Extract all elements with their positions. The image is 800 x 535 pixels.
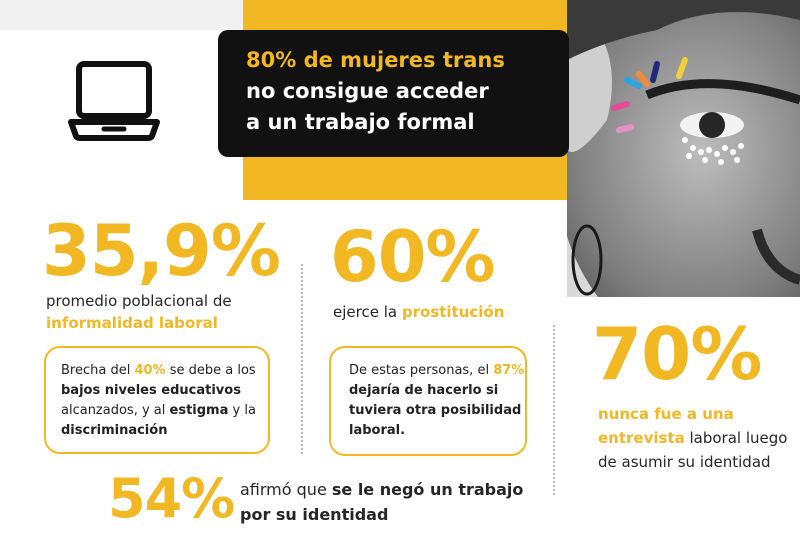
box-prostitution-percent: 87%: [493, 363, 525, 378]
headline-line-2: no consigue acceder: [246, 79, 489, 103]
stat-interview-highlight-2: entrevista: [598, 429, 685, 447]
headline-line-1: 80% de mujeres trans: [246, 48, 505, 72]
stat-interview-text-plain: laboral luego de asumir su identidad: [598, 429, 788, 471]
stat-informality-value: 35,9%: [42, 210, 281, 292]
box-informality-bold: bajos niveles educativos: [61, 383, 241, 398]
box-prostitution: De estas personas, el 87% dejaría de hac…: [329, 346, 527, 456]
stat-interview-highlight-1: nunca fue a una: [598, 405, 734, 423]
headline: 80% de mujeres trans no consigue acceder…: [246, 45, 566, 138]
portrait-photo: [567, 0, 800, 297]
stat-prostitution-text: ejerce la prostitución: [333, 301, 553, 323]
box-informality: Brecha del 40% se debe a los bajos nivel…: [44, 346, 270, 454]
box-informality-text: se debe a los: [165, 363, 256, 378]
box-prostitution-text: De estas personas, el: [349, 363, 494, 378]
stat-denied-text-plain: afirmó que: [240, 480, 332, 499]
box-informality-percent: 40%: [134, 363, 166, 378]
box-informality-text: y la: [228, 403, 256, 418]
dotted-divider: [301, 264, 303, 454]
top-left-band: [0, 0, 243, 30]
stat-interview-text: nunca fue a una entrevista laboral luego…: [598, 402, 800, 474]
box-informality-bold: estigma: [169, 403, 229, 418]
stat-denied-text-bold: se le negó un trabajo por su identidad: [240, 480, 524, 524]
stat-informality-text-plain: promedio poblacional de: [46, 292, 232, 310]
laptop-icon: [68, 58, 160, 144]
stat-informality-text-highlight: informalidad laboral: [46, 314, 218, 332]
stat-denied-value: 54%: [108, 467, 235, 530]
headline-box: [218, 30, 569, 157]
dotted-divider: [553, 325, 555, 495]
stat-denied-text: afirmó que se le negó un trabajo por su …: [240, 477, 540, 527]
stat-prostitution-value: 60%: [330, 216, 496, 298]
stat-prostitution-text-highlight: prostitución: [401, 303, 505, 321]
stat-informality-text: promedio poblacional de informalidad lab…: [46, 290, 286, 334]
stat-prostitution-text-plain: ejerce la: [333, 303, 402, 321]
box-prostitution-bold: dejaría de hacerlo si tuviera otra posib…: [349, 383, 522, 438]
headline-line-3: a un trabajo formal: [246, 110, 475, 134]
stat-interview-value: 70%: [592, 312, 762, 396]
box-informality-text: alcanzados, y al: [61, 403, 170, 418]
box-informality-bold: discriminación: [61, 423, 168, 438]
box-informality-text: Brecha del: [61, 363, 135, 378]
